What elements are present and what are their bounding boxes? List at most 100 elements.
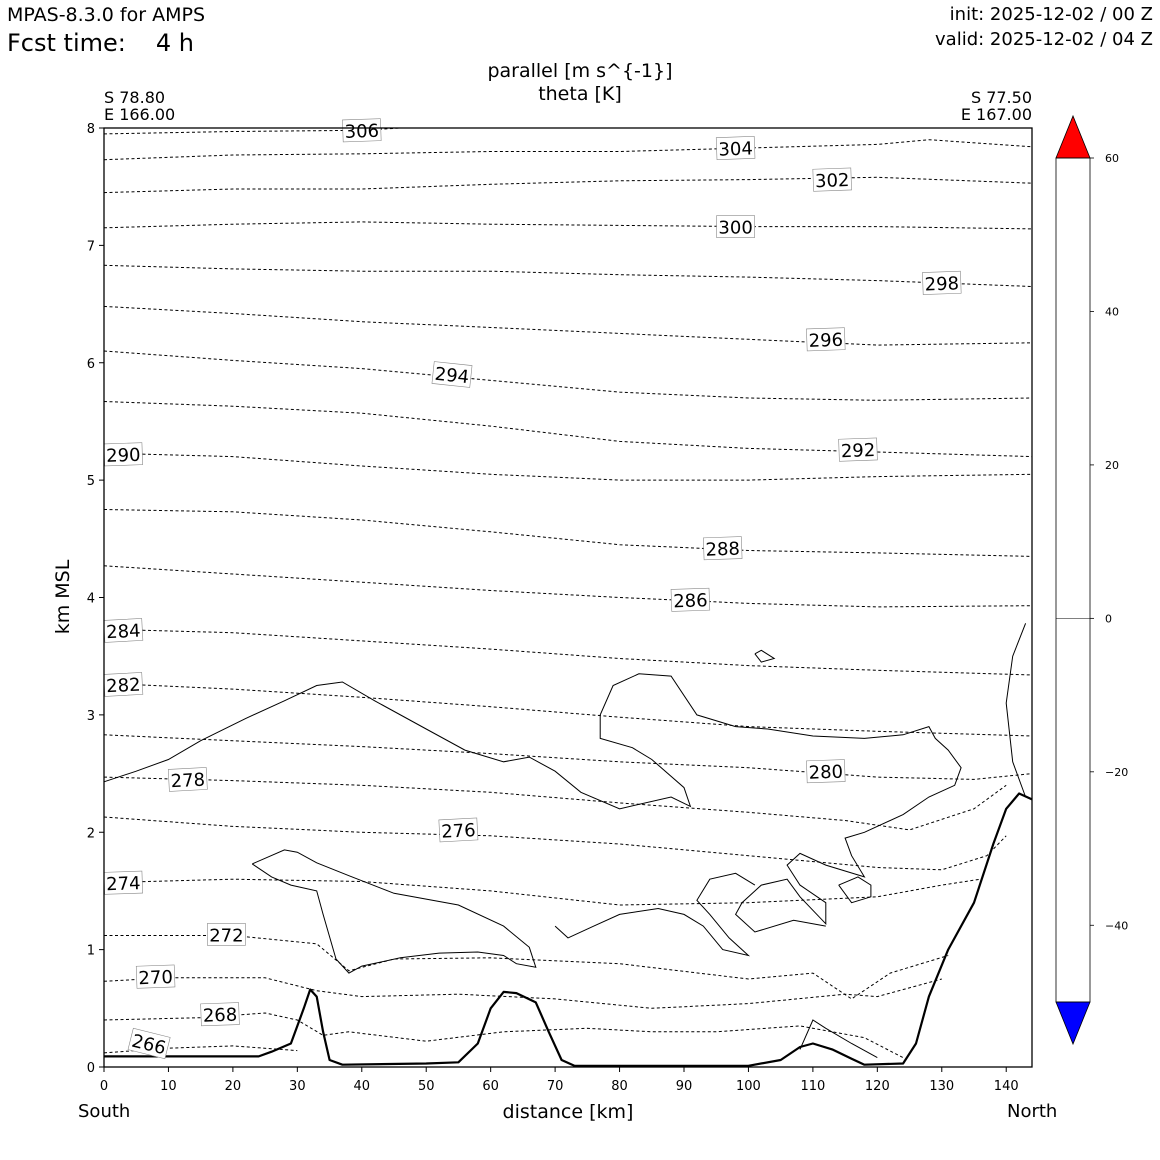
wind-contour-4	[754, 649, 776, 663]
theta-label-text-284: 284	[106, 621, 141, 644]
x-tick-label-130: 130	[929, 1079, 954, 1094]
theta-label-box-266	[127, 1027, 171, 1060]
theta-label-box-304	[715, 136, 756, 160]
theta-label-280: 280	[806, 759, 846, 784]
wind-contour-1	[251, 849, 537, 974]
theta-label-box-306	[342, 118, 382, 143]
theta-contour-298	[103, 264, 1033, 287]
theta-label-box-298	[922, 270, 962, 295]
chart-subtitle: theta [K]	[538, 83, 622, 105]
chart-title: parallel [m s^{-1}]	[487, 60, 673, 82]
theta-label-292: 292	[838, 437, 878, 462]
theta-contour-302	[103, 176, 1033, 194]
theta-contour-282	[103, 682, 1033, 737]
theta-contour-284	[103, 628, 1033, 676]
theta-label-text-266: 266	[130, 1031, 168, 1060]
theta-label-296: 296	[806, 327, 846, 352]
contour-labels: 266 268 270 272 274 276 278 280 282 284 286 288 290 2…	[103, 118, 962, 1060]
theta-label-text-270: 270	[138, 967, 173, 989]
theta-label-box-296	[806, 327, 846, 352]
y-tick-label-7: 7	[87, 239, 95, 254]
theta-contour-304	[103, 139, 1033, 161]
theta-label-272: 272	[207, 923, 246, 946]
right-endpoint-lon: E 167.00	[960, 105, 1032, 124]
theta-contour-306	[103, 127, 401, 135]
theta-label-text-278: 278	[170, 770, 205, 793]
theta-label-text-276: 276	[441, 820, 476, 843]
wind-contour-5	[799, 1019, 878, 1059]
x-tick-label-100: 100	[736, 1079, 761, 1094]
theta-label-274: 274	[103, 870, 143, 895]
x-tick-label-90: 90	[676, 1079, 693, 1094]
theta-contour-300	[103, 221, 1033, 230]
theta-label-text-292: 292	[841, 440, 876, 462]
theta-contour-274	[103, 878, 981, 906]
wind-contour-0	[103, 673, 962, 933]
theta-contour-266	[103, 1045, 298, 1054]
wind-contours	[103, 623, 1027, 1059]
theta-label-text-300: 300	[718, 218, 752, 239]
theta-label-box-292	[838, 437, 878, 462]
theta-label-text-298: 298	[924, 273, 959, 295]
x-tick-label-50: 50	[418, 1079, 435, 1094]
colorbar-tick-label-3: 0	[1105, 612, 1112, 625]
theta-contour-290	[103, 452, 1033, 481]
theta-contour-292	[103, 401, 1033, 458]
forecast-time: Fcst time: 4 h	[7, 29, 194, 57]
right-endpoint: S 77.50 E 167.00	[961, 89, 1032, 123]
axes: 0 10 20 30 40 50 60 70 80 90 100 110 120 130 140 0 1 2 3 4 5…	[87, 122, 1019, 1094]
x-tick-label-70: 70	[547, 1079, 564, 1094]
wind-contour-6	[1005, 623, 1027, 798]
wind-contour-3	[838, 876, 872, 904]
theta-label-276: 276	[438, 817, 479, 843]
colorbar-tick-label-1: 40	[1105, 305, 1119, 318]
x-tick-label-120: 120	[865, 1079, 890, 1094]
theta-label-text-294: 294	[434, 364, 470, 388]
y-tick-label-8: 8	[87, 122, 95, 137]
theta-contours	[103, 127, 1033, 1059]
theta-contour-296	[103, 305, 1033, 346]
colorbar-tick-label-0: 60	[1105, 152, 1119, 165]
theta-label-box-276	[438, 817, 479, 843]
theta-label-box-286	[670, 587, 711, 612]
y-tick-label-1: 1	[87, 944, 95, 959]
north-label: North	[1007, 1101, 1058, 1122]
x-tick-label-0: 0	[100, 1079, 108, 1094]
theta-label-278: 278	[167, 767, 208, 793]
y-tick-label-0: 0	[87, 1061, 95, 1076]
terrain-line	[104, 792, 1033, 1067]
x-tick-label-40: 40	[354, 1079, 371, 1094]
theta-label-text-304: 304	[718, 138, 753, 160]
theta-label-box-278	[167, 767, 208, 792]
theta-label-300: 300	[716, 215, 755, 239]
colorbar-under-triangle	[1055, 1001, 1091, 1046]
theta-label-288: 288	[703, 536, 743, 561]
y-axis-label: km MSL	[52, 559, 74, 634]
valid-time: valid: 2025-12-02 / 04 Z	[935, 29, 1153, 50]
theta-label-text-288: 288	[705, 539, 740, 561]
theta-label-text-274: 274	[106, 873, 141, 895]
theta-label-268: 268	[200, 1002, 240, 1027]
init-time: init: 2025-12-02 / 00 Z	[949, 4, 1153, 25]
theta-label-text-282: 282	[106, 675, 141, 698]
y-tick-label-3: 3	[87, 709, 95, 724]
theta-label-304: 304	[715, 136, 756, 161]
theta-label-text-280: 280	[808, 762, 843, 784]
theta-label-290: 290	[103, 442, 143, 467]
x-tick-label-110: 110	[800, 1079, 825, 1094]
theta-contour-268	[103, 1012, 904, 1059]
left-endpoint-lon: E 166.00	[104, 105, 176, 124]
colorbar-over-triangle	[1055, 114, 1091, 159]
x-tick-label-20: 20	[225, 1079, 242, 1094]
colorbar-tick-label-2: 20	[1105, 459, 1119, 472]
colorbar: 60 40 20 0 −20 −40	[1055, 114, 1128, 1046]
theta-contour-286	[103, 565, 1033, 608]
right-endpoint-lat: S 77.50	[970, 88, 1032, 107]
theta-label-text-306: 306	[344, 121, 379, 143]
forecast-time-label: Fcst time:	[7, 29, 126, 57]
theta-contour-270	[103, 977, 942, 1009]
terrain	[104, 792, 1033, 1067]
y-tick-label-6: 6	[87, 357, 95, 372]
y-tick-label-2: 2	[87, 826, 95, 841]
theta-label-270: 270	[135, 964, 176, 989]
